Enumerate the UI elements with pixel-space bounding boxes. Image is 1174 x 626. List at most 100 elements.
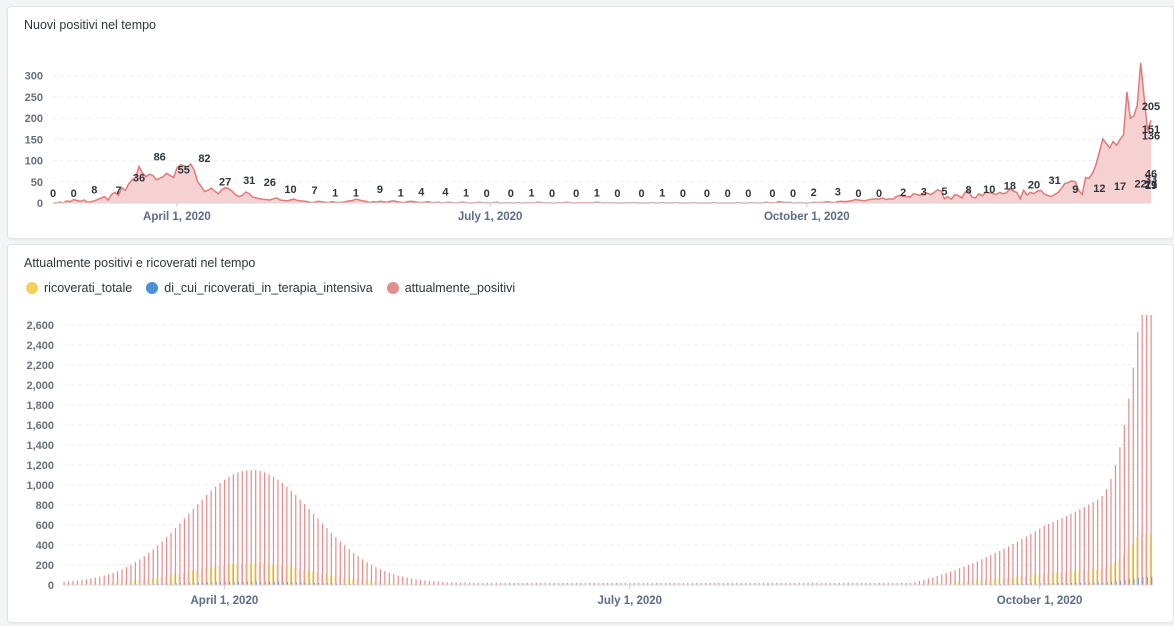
bar-attualmente-positivi (437, 581, 439, 585)
bar-ricoverati-totale (401, 583, 403, 585)
bar-attualmente-positivi (682, 583, 684, 585)
bar-attualmente-positivi (540, 582, 542, 585)
x-tick-label: October 1, 2020 (764, 211, 850, 223)
bar-ricoverati-totale (200, 568, 202, 585)
bar-ricoverati-totale (285, 566, 287, 585)
bar-attualmente-positivi (745, 583, 747, 585)
x-tick-label: April 1, 2020 (143, 211, 211, 223)
bar-attualmente-positivi (1025, 536, 1027, 585)
bar-attualmente-positivi (1132, 367, 1134, 585)
new-positives-card: Nuovi positivi nel tempo 0 50 100 150 200 250… (7, 6, 1174, 239)
bar-attualmente-positivi (598, 583, 600, 585)
bar-attualmente-positivi (468, 582, 471, 585)
bar-attualmente-positivi (72, 580, 74, 585)
bar-attualmente-positivi (491, 582, 493, 585)
bar-attualmente-positivi (874, 583, 876, 585)
bar-attualmente-positivi (1137, 331, 1139, 585)
bar-terapia-intensiva (273, 581, 275, 585)
bar-terapia-intensiva (296, 582, 297, 585)
bar-ricoverati-totale (1069, 571, 1071, 585)
data-label: 1 (353, 188, 359, 200)
bar-ricoverati-totale (935, 583, 937, 585)
bar-terapia-intensiva (1147, 576, 1148, 585)
legend-item-terapia-intensiva[interactable]: di_cui_ricoverati_in_terapia_intensiva (146, 281, 373, 295)
bar-ricoverati-totale (1140, 533, 1142, 585)
legend-item-attualmente-positivi[interactable]: attualmente_positivi (386, 281, 515, 295)
bar-attualmente-positivi (1052, 522, 1054, 585)
bar-attualmente-positivi (473, 582, 475, 585)
bar-terapia-intensiva (184, 583, 186, 585)
bar-attualmente-positivi (268, 474, 270, 585)
bar-attualmente-positivi (508, 582, 511, 585)
bar-attualmente-positivi (344, 545, 346, 585)
bar-ricoverati-totale (62, 584, 64, 585)
bar-attualmente-positivi (121, 569, 123, 585)
bar-attualmente-positivi (1043, 525, 1045, 585)
bar-ricoverati-totale (1131, 543, 1133, 585)
legend-item-ricoverati-totale[interactable]: ricoverati_totale (26, 281, 132, 295)
data-label: 8 (91, 185, 97, 197)
bar-terapia-intensiva (1049, 583, 1050, 585)
bar-ricoverati-totale (294, 567, 296, 585)
bar-attualmente-positivi (620, 583, 622, 585)
bar-ricoverati-totale (263, 563, 265, 585)
bar-attualmente-positivi (656, 583, 658, 585)
bar-ricoverati-totale (949, 582, 951, 585)
bar-attualmente-positivi (165, 537, 168, 585)
bar-attualmente-positivi (361, 559, 364, 585)
bar-attualmente-positivi (393, 574, 395, 585)
y-tick-label: 2,600 (26, 320, 54, 332)
bar-ricoverati-totale (1087, 569, 1089, 585)
y-tick-label: 300 (25, 71, 43, 83)
data-label: 0 (790, 188, 796, 200)
bar-attualmente-positivi (206, 494, 208, 585)
bar-terapia-intensiva (202, 582, 204, 585)
bar-ricoverati-totale (107, 582, 109, 585)
y-tick-label: 200 (25, 113, 43, 125)
bar-attualmente-positivi (611, 583, 613, 585)
bar-terapia-intensiva (175, 583, 177, 585)
bar-terapia-intensiva (1071, 582, 1073, 585)
bar-terapia-intensiva (256, 581, 257, 585)
bar-terapia-intensiva (318, 583, 320, 585)
bar-terapia-intensiva (1013, 583, 1015, 585)
bar-attualmente-positivi (981, 559, 983, 585)
data-label: 22 (1135, 179, 1147, 191)
current-positives-chart[interactable]: 0 200 400 600 800 1,000 1,200 1,400 1,600 1,800 2,… (8, 245, 1173, 622)
bar-attualmente-positivi (263, 472, 266, 585)
bar-attualmente-positivi (353, 552, 355, 585)
bar-ricoverati-totale (1091, 569, 1093, 585)
bar-ricoverati-totale (984, 579, 986, 585)
bar-attualmente-positivi (1092, 502, 1094, 585)
legend-label: ricoverati_totale (44, 281, 133, 295)
bar-attualmente-positivi (326, 528, 328, 585)
bar-attualmente-positivi (860, 583, 863, 585)
bar-terapia-intensiva (340, 583, 342, 585)
bar-ricoverati-totale (343, 577, 345, 585)
bar-attualmente-positivi (335, 537, 337, 585)
data-label: 1 (528, 188, 534, 200)
bar-ricoverati-totale (174, 574, 176, 585)
bar-attualmente-positivi (366, 562, 368, 585)
bar-attualmente-positivi (259, 471, 261, 585)
data-label: 0 (508, 188, 514, 200)
bar-ricoverati-totale (85, 583, 86, 585)
bar-terapia-intensiva (242, 581, 244, 585)
bar-attualmente-positivi (228, 476, 230, 585)
bar-ricoverati-totale (1020, 576, 1022, 585)
bar-ricoverati-totale (1096, 568, 1098, 585)
data-label: 9 (1072, 184, 1078, 196)
bar-ricoverati-totale (290, 567, 291, 585)
data-label: 55 (178, 165, 190, 177)
bar-ricoverati-totale (196, 569, 198, 585)
bar-terapia-intensiva (211, 582, 213, 585)
bar-attualmente-positivi (878, 583, 880, 585)
y-tick-label: 100 (25, 156, 43, 168)
bar-attualmente-positivi (740, 583, 742, 585)
data-label: 7 (312, 185, 318, 197)
bar-ricoverati-totale (1025, 575, 1026, 585)
bar-attualmente-positivi (1110, 479, 1112, 585)
bar-attualmente-positivi (94, 577, 96, 585)
bar-attualmente-positivi (722, 583, 725, 585)
